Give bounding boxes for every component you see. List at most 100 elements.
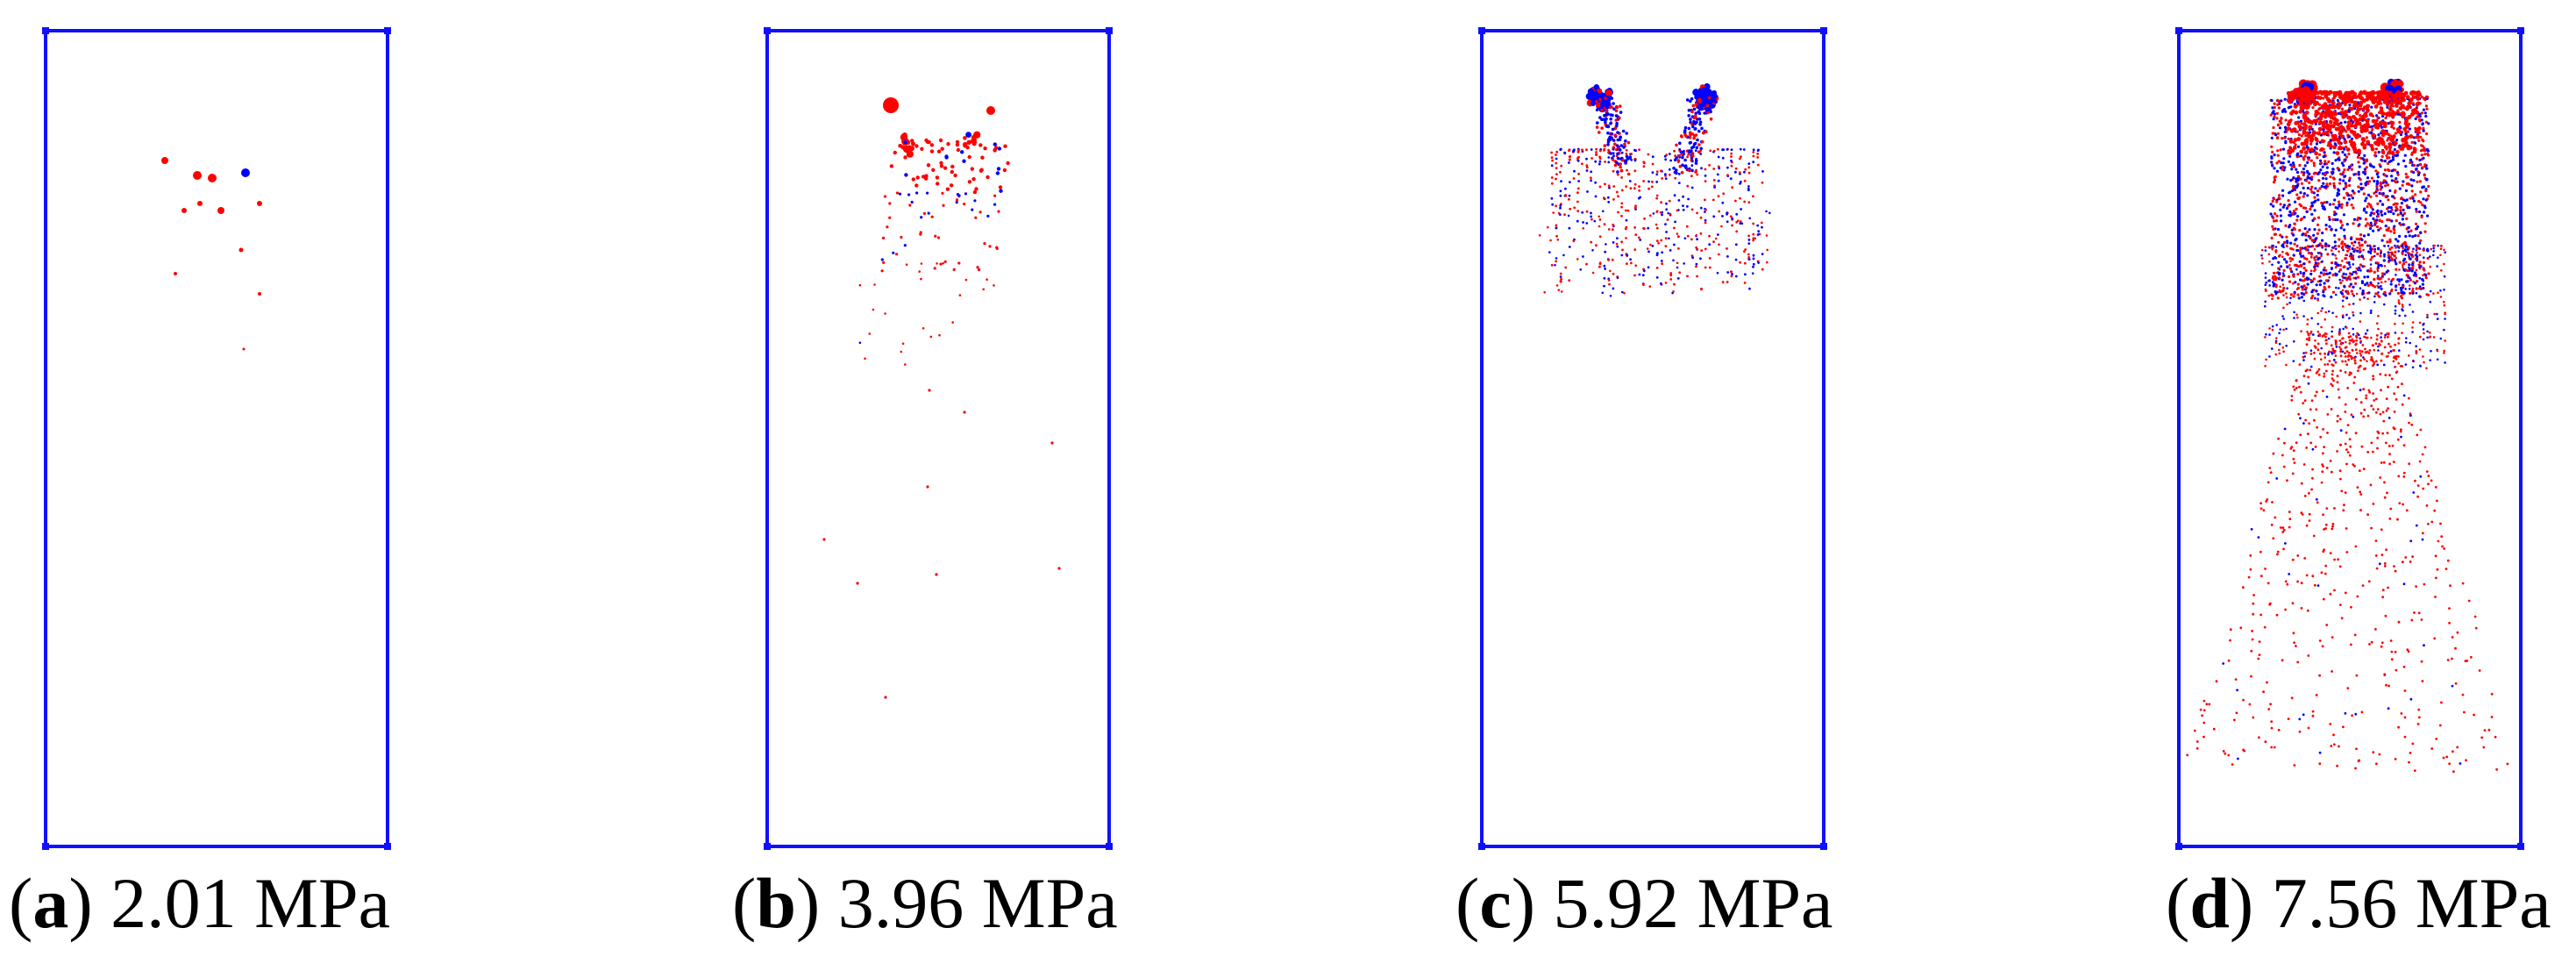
crack-point (2296, 273, 2300, 276)
crack-point (1747, 253, 1750, 256)
crack-point (2397, 283, 2401, 286)
crack-point (2391, 155, 2395, 159)
crack-point (1677, 235, 1680, 239)
crack-point (2402, 503, 2405, 506)
crack-point (2342, 179, 2345, 182)
crack-point (2323, 173, 2327, 177)
crack-point (2439, 296, 2443, 298)
crack-point (2318, 352, 2322, 355)
crack-point (2411, 254, 2415, 258)
crack-point (2306, 609, 2309, 612)
crack-point (2385, 409, 2388, 412)
crack-point (2359, 490, 2362, 494)
crack-point (2388, 374, 2391, 377)
crack-point (2432, 253, 2435, 257)
crack-point (2417, 708, 2421, 711)
crack-point (2420, 111, 2424, 115)
crack-point (1730, 164, 1733, 168)
crack-point (2351, 714, 2354, 717)
crack-point (1726, 220, 1729, 224)
crack-point (2318, 639, 2322, 642)
crack-point (2425, 147, 2429, 151)
crack-point (2397, 250, 2400, 253)
crack-point (2390, 280, 2393, 283)
crack-point (2313, 352, 2316, 354)
crack-point (2306, 331, 2309, 333)
crack-point (2412, 199, 2416, 203)
crack-point (926, 163, 931, 168)
crack-point (2394, 250, 2397, 253)
crack-point (2283, 240, 2287, 244)
crack-point (1551, 203, 1555, 206)
crack-point (2375, 182, 2379, 186)
crack-point (2424, 276, 2428, 280)
crack-point (1695, 162, 1698, 165)
crack-point (2249, 554, 2252, 557)
crack-point (2352, 276, 2355, 280)
crack-point (2359, 365, 2362, 368)
crack-point (938, 138, 943, 143)
crack-point (2365, 396, 2368, 400)
crack-point (2270, 136, 2274, 139)
crack-point (1555, 226, 1558, 230)
crack-point (1598, 215, 1600, 218)
crack-point (1704, 221, 1707, 225)
crack-point (2331, 384, 2334, 388)
crack-point (1726, 247, 1728, 250)
crack-point (2353, 282, 2358, 285)
crack-point (2294, 239, 2297, 242)
crack-point (2400, 428, 2402, 432)
crack-point (2314, 394, 2317, 397)
crack-point (1633, 148, 1636, 152)
crack-point (2419, 231, 2423, 235)
crack-point (2300, 511, 2303, 515)
crack-point (2334, 118, 2339, 123)
crack-point (2323, 160, 2327, 163)
crack-point (2295, 218, 2299, 222)
crack-point (2408, 127, 2411, 131)
crack-point (2402, 305, 2404, 309)
crack-point (2419, 190, 2423, 194)
crack-point (1555, 167, 1558, 170)
crack-point (2315, 283, 2318, 287)
crack-point (955, 198, 959, 202)
crack-point (2397, 342, 2400, 345)
crack-point (2274, 232, 2277, 236)
crack-point (2304, 351, 2308, 354)
crack-point (2333, 240, 2337, 244)
crack-point (2316, 342, 2320, 346)
crack-point (2350, 643, 2352, 646)
crack-point (971, 177, 976, 182)
crack-point (2439, 337, 2443, 340)
crack-point (1620, 176, 1623, 179)
crack-point (2386, 491, 2388, 495)
crack-point (2258, 640, 2261, 643)
crack-point (2323, 352, 2327, 355)
crack-point (2409, 752, 2412, 754)
crack-point (2309, 142, 2313, 146)
crack-point (2357, 275, 2360, 279)
crack-point (2295, 245, 2299, 248)
crack-point (1761, 181, 1764, 184)
crack-point (1633, 187, 1636, 190)
crack-point (1550, 164, 1554, 168)
crack-point (2306, 318, 2309, 321)
crack-point (2396, 89, 2401, 95)
crack-point (2401, 245, 2404, 248)
crack-point (1568, 148, 1571, 152)
crack-point (1694, 149, 1697, 153)
crack-point (2373, 136, 2377, 140)
crack-point (2296, 183, 2300, 188)
crack-point (2295, 379, 2298, 382)
crack-point (2275, 337, 2278, 339)
crack-point (1673, 243, 1676, 246)
crack-point (2411, 326, 2414, 329)
crack-point (2443, 248, 2445, 252)
crack-point (2433, 312, 2436, 316)
crack-point (2387, 256, 2391, 260)
crack-point (2305, 574, 2309, 577)
crack-point (2368, 112, 2373, 117)
crack-point (2427, 293, 2430, 296)
crack-point (1668, 199, 1671, 203)
crack-point (2275, 111, 2279, 115)
